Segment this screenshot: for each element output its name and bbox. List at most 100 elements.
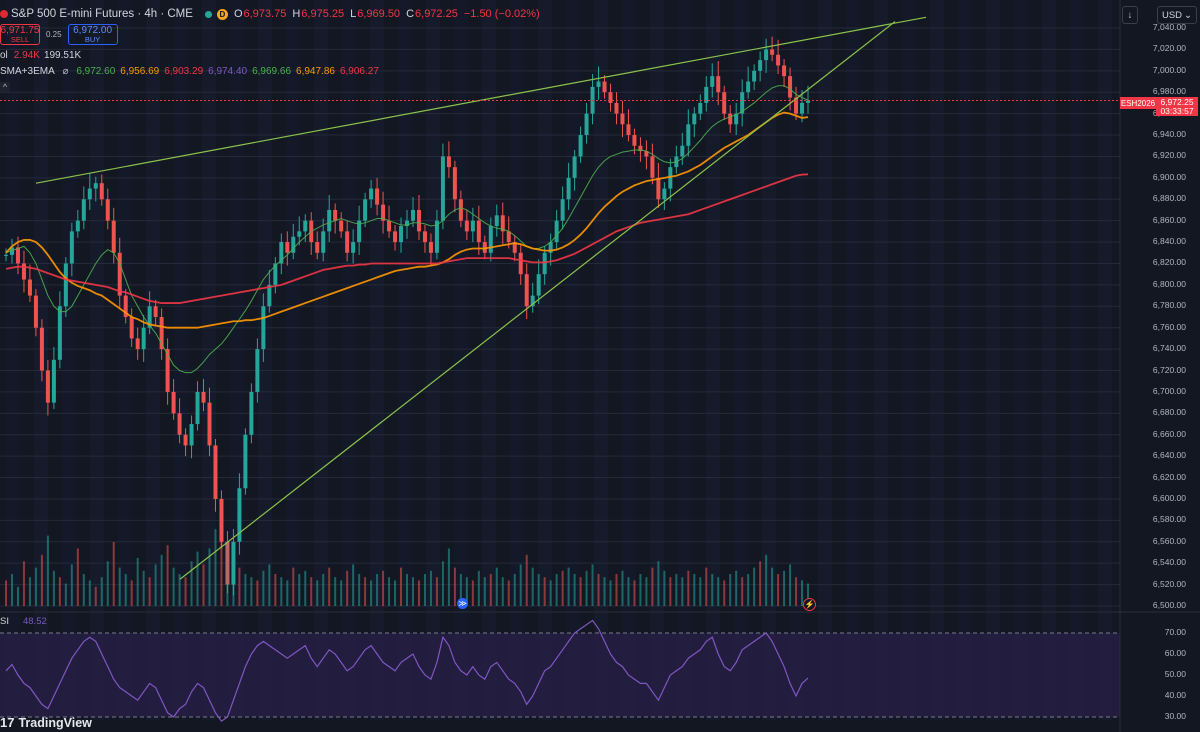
volume-bar — [124, 574, 127, 606]
volume-bar — [166, 545, 169, 606]
grid-column — [90, 0, 104, 720]
volume-bar — [729, 574, 732, 606]
volume-bar — [358, 574, 361, 606]
sell-button[interactable]: 6,971.75 SELL — [0, 24, 40, 45]
volume-bar — [753, 567, 756, 606]
candle-body — [716, 76, 721, 93]
volume-bar — [250, 577, 253, 606]
symbol-title[interactable]: S&P 500 E-mini Futures · 4h · CME — [11, 8, 193, 20]
price-axis-label: 6,600.00 — [1152, 492, 1186, 503]
collapse-legend-button[interactable]: ^ — [0, 82, 10, 92]
scroll-down-button[interactable]: ↓ — [1122, 6, 1138, 24]
grid-column — [398, 0, 412, 720]
volume-bar — [471, 580, 474, 606]
candle-body — [159, 317, 164, 350]
volume-bar — [136, 558, 139, 606]
candle-body — [351, 242, 356, 253]
volume-bar — [244, 574, 247, 606]
currency-select[interactable]: USD ⌄ — [1157, 6, 1197, 24]
lightning-icon[interactable]: ⚡ — [803, 598, 816, 611]
grid-column — [314, 0, 328, 720]
trade-panel: 6,971.75 SELL 0.25 6,972.00 BUY — [0, 24, 118, 45]
ma-value-6: 6,906.27 — [339, 66, 379, 77]
volume-bar — [346, 570, 349, 606]
event-icon[interactable]: ≫ — [457, 598, 468, 609]
volume-bar — [16, 586, 19, 606]
grid-column — [986, 0, 1000, 720]
price-axis-label: 6,900.00 — [1152, 171, 1186, 182]
grid-column — [594, 0, 608, 720]
volume-bar — [184, 577, 187, 606]
volume-bar — [537, 574, 540, 606]
ohlc-high-label: H — [292, 8, 301, 20]
buy-button[interactable]: 6,972.00 BUY — [67, 24, 118, 45]
ma-line-ema_slow — [5, 173, 809, 304]
volume-bar — [711, 574, 714, 606]
volume-bar — [52, 570, 55, 606]
candle-body — [141, 327, 146, 350]
candle-body — [758, 60, 763, 71]
last-price: 6,972.25 — [1160, 96, 1194, 107]
grid-column — [734, 0, 748, 720]
d-badge[interactable]: D — [216, 8, 228, 20]
candle-body — [57, 306, 62, 360]
grid-column — [874, 0, 888, 720]
volume-bar — [310, 577, 313, 606]
volume-bar — [759, 561, 762, 606]
price-axis-label: 6,800.00 — [1152, 278, 1186, 289]
ma-value-2: 6,903.29 — [164, 66, 204, 77]
volume-bar — [256, 580, 259, 606]
grid-column — [62, 0, 76, 720]
candle-body — [668, 167, 673, 189]
price-axis-label: 6,640.00 — [1152, 450, 1186, 461]
volume-bar — [304, 570, 307, 606]
candle-body — [422, 231, 427, 243]
volume-bar — [352, 564, 355, 606]
candle-body — [147, 306, 152, 328]
volume-bar — [567, 567, 570, 606]
volume-bar — [801, 580, 804, 606]
volume-bar — [621, 570, 624, 606]
volume-bar — [555, 574, 558, 606]
volume-bar — [154, 564, 157, 606]
candle-body — [788, 76, 793, 98]
volume-bar — [771, 567, 774, 606]
volume-bar — [591, 564, 594, 606]
volume-bar — [376, 574, 379, 606]
bar-countdown: 03:33:57 — [1160, 105, 1194, 116]
candle-body — [752, 70, 757, 82]
price-axis-label: 6,500.00 — [1152, 600, 1186, 610]
rsi-legend[interactable]: SI 48.52 — [0, 616, 47, 627]
grid-column — [1014, 0, 1028, 720]
candle-body — [249, 391, 254, 435]
volume-bar — [94, 586, 97, 606]
price-axis-label: 6,980.00 — [1152, 86, 1186, 97]
candle-body — [470, 220, 475, 232]
volume-value-1: 2.94K — [13, 50, 40, 61]
volume-bar — [76, 548, 79, 606]
sell-label: SELL — [10, 34, 30, 44]
grid-column — [202, 0, 216, 720]
candle-body — [776, 54, 781, 66]
volume-label: ol — [0, 50, 8, 61]
grid-column — [118, 0, 132, 720]
candle-body — [548, 242, 553, 253]
candle-body — [177, 413, 182, 435]
eye-slash-icon[interactable]: ⌀ — [62, 66, 69, 77]
candle-body — [686, 124, 691, 146]
volume-bar — [340, 580, 343, 606]
volume-bar — [669, 577, 672, 606]
volume-bar — [663, 570, 666, 606]
volume-bar — [681, 577, 684, 606]
price-axis-label: 6,860.00 — [1152, 214, 1186, 225]
volume-legend[interactable]: ol 2.94K 199.51K — [0, 50, 81, 61]
volume-bar — [5, 580, 7, 606]
volume-bar — [573, 574, 576, 606]
ma-legend[interactable]: SMA+3EMA ⌀ 6,972.60 6,956.69 6,903.29 6,974… — [0, 66, 389, 77]
currency-label: USD — [1161, 9, 1183, 21]
candle-body — [375, 188, 380, 205]
price-axis-label: 6,560.00 — [1152, 535, 1186, 546]
candle-body — [87, 188, 92, 200]
candle-body — [452, 167, 457, 200]
